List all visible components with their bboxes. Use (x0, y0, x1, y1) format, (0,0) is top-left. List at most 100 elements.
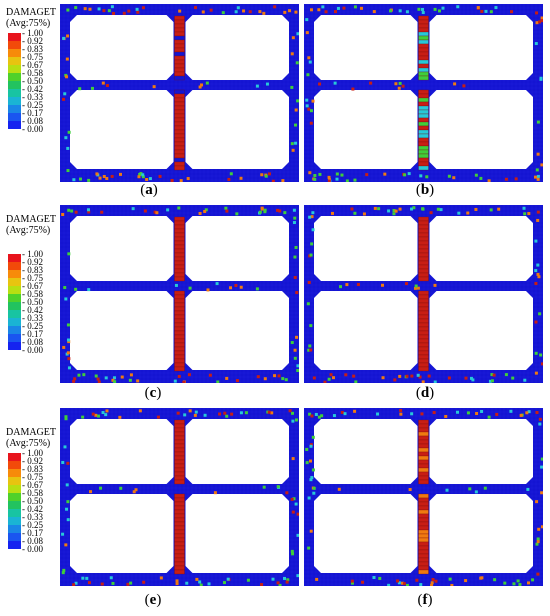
legend-tick-label: - 0.42 (22, 504, 43, 514)
legend-tick-label: - 0.42 (22, 305, 43, 315)
legend-colorbar (8, 453, 21, 549)
opening-top-left (70, 216, 174, 281)
frame-contour (304, 4, 543, 182)
legend-subtitle: (Avg:75%) (6, 438, 51, 449)
legend-swatch (8, 49, 21, 57)
legend-swatch (8, 41, 21, 49)
legend-subtitle: (Avg:75%) (6, 18, 51, 29)
opening-top-right (185, 216, 289, 281)
opening-bottom-right (429, 290, 533, 370)
frame-contour (60, 408, 299, 586)
legend-swatch (8, 270, 21, 278)
opening-bottom-right (429, 493, 533, 573)
legend-swatch (8, 294, 21, 302)
opening-top-left (314, 15, 418, 80)
legend-tick-label: - 0.25 (22, 520, 43, 530)
legend-swatch (8, 81, 21, 89)
frame-contour (60, 4, 299, 182)
legend-tick-label: - 0.00 (22, 124, 43, 134)
legend-swatch (8, 310, 21, 318)
panel-c (60, 205, 299, 383)
legend-tick-label: - 0.00 (22, 544, 43, 554)
opening-top-left (314, 216, 418, 281)
frame-contour (304, 408, 543, 586)
legend-tick-label: - 0.08 (22, 337, 43, 347)
opening-bottom-left (70, 493, 174, 573)
legend-tick-label: - 1.00 (22, 28, 43, 38)
legend-tick-label: - 1.00 (22, 249, 43, 259)
opening-bottom-left (70, 290, 174, 370)
damage-spots (306, 206, 543, 383)
legend-tick-label: - 0.08 (22, 536, 43, 546)
damage-spots (305, 409, 543, 586)
middle-column (418, 216, 429, 372)
caption-b: (b) (415, 182, 435, 198)
legend-tick-label: - 0.17 (22, 528, 43, 538)
panel-e (60, 408, 299, 586)
legend-tick-label: - 0.92 (22, 36, 43, 46)
legend-swatch (8, 469, 21, 477)
legend-title: DAMAGET (6, 7, 56, 18)
legend-swatch (8, 501, 21, 509)
panel-f (304, 408, 543, 586)
opening-top-left (314, 419, 418, 484)
frame-contour (60, 205, 299, 383)
middle-column (174, 216, 185, 372)
legend-swatch (8, 525, 21, 533)
caption-c: (c) (144, 385, 162, 401)
legend-tick-label: - 0.17 (22, 329, 43, 339)
legend-swatch (8, 453, 21, 461)
legend-swatch (8, 262, 21, 270)
opening-bottom-right (185, 493, 289, 573)
caption-f: (f) (417, 592, 433, 608)
legend-tick-label: - 0.25 (22, 100, 43, 110)
caption-a: (a) (140, 182, 158, 198)
legend-tick-label: - 0.67 (22, 60, 43, 70)
legend-colorbar (8, 33, 21, 129)
damage-spots (62, 5, 299, 182)
legend-tick-label: - 0.50 (22, 297, 43, 307)
legend-tick-label: - 0.50 (22, 496, 43, 506)
legend-tick-label: - 0.58 (22, 289, 43, 299)
legend-tick-label: - 0.33 (22, 313, 43, 323)
legend-colorbar (8, 254, 21, 350)
opening-top-right (185, 15, 289, 80)
legend-tick-label: - 0.42 (22, 84, 43, 94)
caption-d: (d) (415, 385, 435, 401)
legend-tick-label: - 0.92 (22, 456, 43, 466)
damage-spots (305, 5, 543, 182)
legend-tick-label: - 0.00 (22, 345, 43, 355)
legend-tick-label: - 0.17 (22, 108, 43, 118)
legend-bottom: DAMAGET (Avg:75%) - 1.00- 0.92- 0.83- 0.… (6, 427, 72, 554)
legend-swatch (8, 461, 21, 469)
opening-top-right (185, 419, 289, 484)
opening-top-left (70, 419, 174, 484)
opening-top-right (429, 216, 533, 281)
legend-tick-label: - 0.67 (22, 480, 43, 490)
legend-tick-label: - 0.75 (22, 472, 43, 482)
legend-subtitle: (Avg:75%) (6, 225, 51, 236)
opening-bottom-left (314, 89, 418, 169)
legend-swatch (8, 278, 21, 286)
opening-bottom-left (314, 290, 418, 370)
legend-tick-label: - 0.83 (22, 464, 43, 474)
legend-tick-label: - 0.67 (22, 281, 43, 291)
legend-swatch (8, 121, 21, 129)
legend-tick-label: - 0.33 (22, 92, 43, 102)
legend-tick-label: - 0.83 (22, 44, 43, 54)
legend-swatch (8, 105, 21, 113)
legend-tick-label: - 0.50 (22, 76, 43, 86)
legend-top: DAMAGET (Avg:75%) - 1.00- 0.92- 0.83 - 0.… (6, 7, 72, 134)
legend-middle: DAMAGET (Avg:75%) - 1.00- 0.92- 0.83- 0.… (6, 214, 72, 355)
panel-b (304, 4, 543, 182)
legend-swatch (8, 533, 21, 541)
legend-tick-label: - 1.00 (22, 448, 43, 458)
middle-column (174, 15, 185, 171)
legend-tick-label: - 0.33 (22, 512, 43, 522)
legend-tick-label: - 0.83 (22, 265, 43, 275)
opening-bottom-left (70, 89, 174, 169)
legend-swatch (8, 485, 21, 493)
opening-bottom-right (429, 89, 533, 169)
legend-swatch (8, 342, 21, 350)
legend-tick-label: - 0.92 (22, 257, 43, 267)
